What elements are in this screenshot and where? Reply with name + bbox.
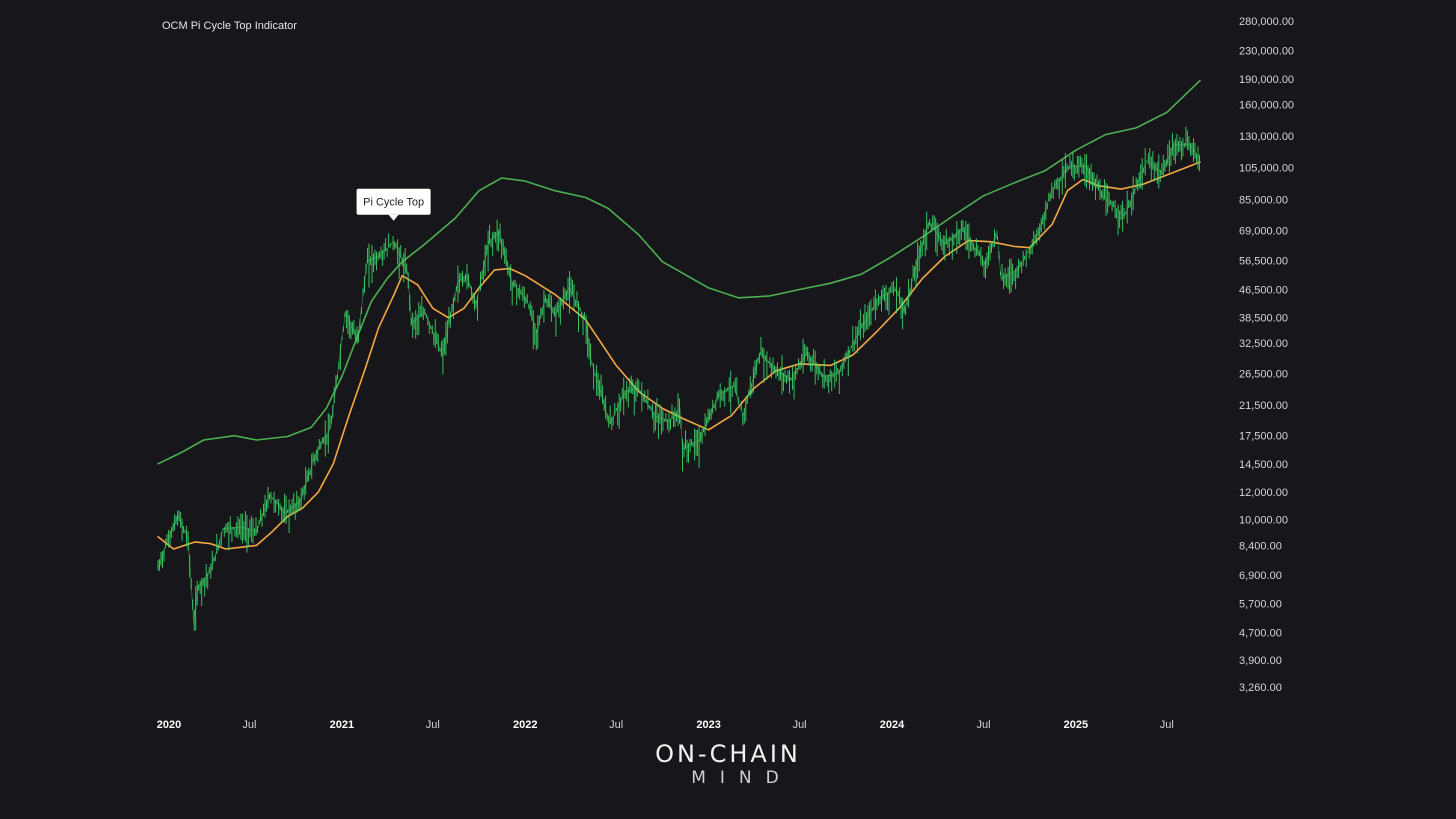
- x-tick-label: Jul: [793, 719, 807, 731]
- y-tick-label: 32,500.00: [1239, 338, 1288, 350]
- y-tick-label: 21,500.00: [1239, 400, 1288, 412]
- y-tick-label: 160,000.00: [1239, 100, 1294, 112]
- y-tick-label: 230,000.00: [1239, 45, 1294, 57]
- price-series: [157, 126, 1201, 632]
- x-tick-label: 2023: [696, 719, 720, 731]
- callout-box: [356, 188, 431, 215]
- x-tick-label: 2021: [330, 719, 354, 731]
- chart-title: OCM Pi Cycle Top Indicator: [162, 20, 297, 32]
- y-tick-label: 69,000.00: [1239, 226, 1288, 238]
- logo-on-chain: ON-CHAIN: [655, 740, 801, 768]
- y-tick-label: 38,500.00: [1239, 313, 1288, 325]
- y-tick-label: 17,500.00: [1239, 431, 1288, 443]
- y-tick-label: 5,700.00: [1239, 598, 1282, 610]
- price-line: [157, 143, 1201, 624]
- ma-series-green: [157, 79, 1201, 465]
- y-tick-label: 12,000.00: [1239, 487, 1288, 499]
- y-tick-label: 14,500.00: [1239, 459, 1288, 471]
- y-tick-label: 8,400.00: [1239, 540, 1282, 552]
- x-tick-label: 2025: [1064, 719, 1088, 731]
- y-tick-label: 6,900.00: [1239, 570, 1282, 582]
- y-tick-label: 105,000.00: [1239, 163, 1294, 175]
- x-tick-label: Jul: [426, 719, 440, 731]
- pi-cycle-top-callout: Pi Cycle Top: [356, 188, 431, 221]
- y-tick-label: 46,500.00: [1239, 285, 1288, 297]
- annotation-layer: Pi Cycle Top: [356, 188, 431, 221]
- y-tick-label: 3,900.00: [1239, 655, 1282, 667]
- y-tick-label: 130,000.00: [1239, 131, 1294, 143]
- y-axis: 3,260.00 3,900.00 4,700.00 5,700.00 6,900.00…: [1239, 16, 1294, 694]
- y-tick-label: 56,500.00: [1239, 255, 1288, 267]
- x-tick-label: Jul: [609, 719, 623, 731]
- y-tick-label: 280,000.00: [1239, 16, 1294, 28]
- callout-pointer: [388, 214, 399, 221]
- y-tick-label: 190,000.00: [1239, 74, 1294, 86]
- y-tick-label: 10,000.00: [1239, 514, 1288, 526]
- x-tick-label: Jul: [1160, 719, 1174, 731]
- x-tick-label: Jul: [976, 719, 990, 731]
- y-tick-label: 85,000.00: [1239, 194, 1288, 206]
- y-tick-label: 26,500.00: [1239, 369, 1288, 381]
- x-axis: 2020 Jul 2021 Jul 2022 Jul 2023 Jul 2024 Jul 2025 J…: [157, 719, 1174, 731]
- series-layer: [157, 79, 1201, 632]
- y-tick-label: 4,700.00: [1239, 627, 1282, 639]
- ma-series-orange: [157, 161, 1201, 550]
- x-tick-label: 2022: [513, 719, 537, 731]
- x-tick-label: Jul: [242, 719, 256, 731]
- x-tick-label: 2024: [880, 719, 905, 731]
- callout-label: Pi Cycle Top: [363, 197, 424, 209]
- logo-mind: MIND: [691, 768, 793, 788]
- y-tick-label: 3,260.00: [1239, 682, 1282, 694]
- x-tick-label: 2020: [157, 719, 181, 731]
